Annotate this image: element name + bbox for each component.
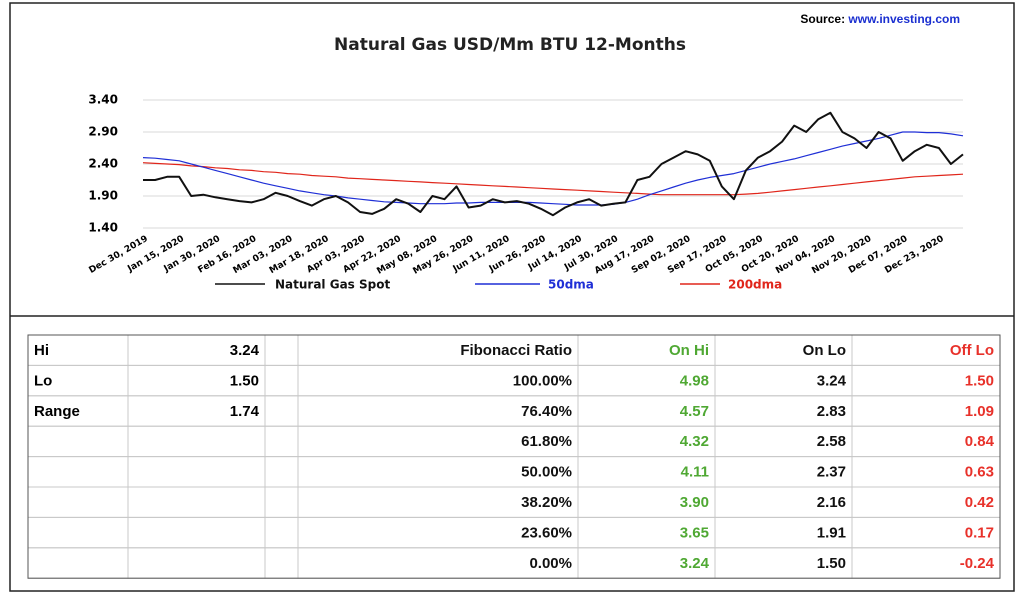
table-text: 3.65 xyxy=(680,524,709,541)
table-text: 50.00% xyxy=(521,464,572,481)
table-cell xyxy=(264,547,299,579)
source-url: www.investing.com xyxy=(847,12,960,26)
table-text: 3.24 xyxy=(817,372,847,389)
legend-label: 200dma xyxy=(728,278,782,292)
table-text: 3.24 xyxy=(680,555,710,572)
table-text: 2.37 xyxy=(817,464,846,481)
x-tick-label: May 08, 2020 xyxy=(375,234,439,277)
table-text: 1.50 xyxy=(965,372,994,389)
table-cell xyxy=(264,334,299,366)
table-text: 3.24 xyxy=(230,342,260,359)
table-cell xyxy=(264,486,299,518)
table-cell xyxy=(127,516,266,549)
table-header: On Hi xyxy=(669,342,709,359)
table-text: 0.17 xyxy=(965,524,994,541)
table-cell xyxy=(27,547,129,579)
table-cell xyxy=(27,425,129,458)
table-text: -0.24 xyxy=(960,555,995,572)
series-line xyxy=(143,111,964,217)
table-text: 4.98 xyxy=(680,372,709,389)
source: Source: www.investing.com xyxy=(800,12,960,26)
table-header: On Lo xyxy=(803,342,846,359)
table-text: Lo xyxy=(34,372,52,389)
table-text: 2.58 xyxy=(817,433,846,450)
table-text: 4.11 xyxy=(681,464,709,481)
table-text: 4.32 xyxy=(680,433,709,450)
table-cell xyxy=(264,364,299,397)
chart-title: Natural Gas USD/Mm BTU 12-Months xyxy=(334,35,686,55)
table-cell xyxy=(27,456,129,488)
legend-label: Natural Gas Spot xyxy=(275,278,390,292)
y-tick-label: 2.40 xyxy=(88,157,118,171)
y-tick-label: 3.40 xyxy=(88,93,118,107)
table-border xyxy=(27,334,1001,579)
y-tick-label: 2.90 xyxy=(88,125,118,139)
table-text: 0.63 xyxy=(965,464,994,481)
series-line xyxy=(142,131,964,206)
table-cell xyxy=(127,456,266,488)
x-tick-label: May 26, 2020 xyxy=(412,234,476,277)
table-text: 0.42 xyxy=(965,494,994,511)
table-text: 1.50 xyxy=(817,555,846,572)
table-text: 61.80% xyxy=(521,433,572,450)
table-text: 3.90 xyxy=(680,494,709,511)
table-text: 0.84 xyxy=(965,433,995,450)
y-tick-label: 1.90 xyxy=(88,189,118,203)
table-text: 1.09 xyxy=(965,403,994,420)
table-text: 1.74 xyxy=(230,403,260,420)
x-tick-label: Dec 30, 2019 xyxy=(87,234,149,276)
table-cell xyxy=(264,395,299,427)
table-text: 100.00% xyxy=(513,372,572,389)
table-cell xyxy=(127,486,266,518)
table-text: 2.83 xyxy=(817,403,846,420)
table-text: Hi xyxy=(34,342,49,359)
table-text: 4.57 xyxy=(680,403,709,420)
table-text: 0.00% xyxy=(529,555,572,572)
table-text: Range xyxy=(34,403,80,420)
table-cell xyxy=(127,547,266,579)
table-text: 1.91 xyxy=(817,524,846,541)
y-tick-label: 1.40 xyxy=(88,221,118,235)
table: Hi 3.24 Lo 1.50 Range 1.74 Fibonacci Ratio On H… xyxy=(27,334,1001,579)
table-cell xyxy=(264,516,299,549)
table-cell xyxy=(264,456,299,488)
table-cell xyxy=(27,516,129,549)
source-label: Source: xyxy=(800,12,845,26)
table-header: Fibonacci Ratio xyxy=(460,342,572,359)
table-text: 23.60% xyxy=(521,524,572,541)
table-text: 2.16 xyxy=(817,494,846,511)
table-cell xyxy=(127,425,266,458)
table-cell xyxy=(264,425,299,458)
frame xyxy=(9,2,1015,592)
table-cell xyxy=(27,486,129,518)
table-header: Off Lo xyxy=(950,342,994,359)
table-text: 38.20% xyxy=(521,494,572,511)
legend-label: 50dma xyxy=(548,278,594,292)
series-line xyxy=(142,162,964,196)
table-text: 1.50 xyxy=(230,372,259,389)
table-text: 76.40% xyxy=(521,403,572,420)
